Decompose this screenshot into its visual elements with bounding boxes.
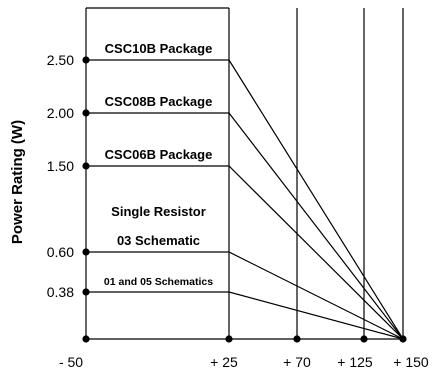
- x-tick-dot-4: [399, 335, 407, 343]
- y-axis-label: Power Rating (W): [9, 120, 26, 244]
- x-tick-dot-0: [82, 335, 90, 343]
- series-label-4: 01 and 05 Schematics: [104, 276, 213, 288]
- y-tick-dot-1: [82, 109, 90, 117]
- annotation-0: Single Resistor: [111, 204, 206, 219]
- x-tick-label-4: + 150: [393, 354, 429, 370]
- grid-lines: [85, 7, 404, 340]
- y-tick-label-1: 2.00: [47, 105, 74, 121]
- tick-labels: 2.50 2.00 1.50 0.60 0.38 - 50 + 25 + 70 + 125 + 1…: [47, 52, 429, 370]
- series-label-2: CSC06B Package: [105, 147, 213, 162]
- series-line-2: [86, 165, 404, 340]
- x-tick-label-0: - 50: [59, 354, 83, 370]
- series-label-1: CSC08B Package: [105, 94, 213, 109]
- series-label-0: CSC10B Package: [105, 41, 213, 56]
- axis-dots: [82, 56, 407, 343]
- y-tick-dot-3: [82, 248, 90, 256]
- series-line-1: [86, 112, 404, 340]
- y-tick-label-3: 0.60: [47, 244, 74, 260]
- x-tick-label-1: + 25: [210, 354, 238, 370]
- y-tick-label-2: 1.50: [47, 158, 74, 174]
- y-tick-dot-4: [82, 288, 90, 296]
- x-tick-dot-1: [225, 335, 233, 343]
- x-tick-label-2: + 70: [283, 354, 311, 370]
- x-tick-dot-3: [360, 335, 368, 343]
- y-tick-label-4: 0.38: [47, 284, 74, 300]
- x-tick-dot-2: [293, 335, 301, 343]
- series-lines: [86, 59, 404, 340]
- x-tick-label-3: + 125: [337, 354, 373, 370]
- y-tick-dot-2: [82, 162, 90, 170]
- y-tick-label-0: 2.50: [47, 52, 74, 68]
- y-tick-dot-0: [82, 56, 90, 64]
- series-label-3: 03 Schematic: [117, 233, 200, 248]
- series-line-4: [86, 291, 404, 340]
- series-labels: CSC10B Package CSC08B Package CSC06B Packa…: [104, 41, 213, 288]
- series-line-0: [86, 59, 404, 340]
- series-line-3: [86, 251, 404, 340]
